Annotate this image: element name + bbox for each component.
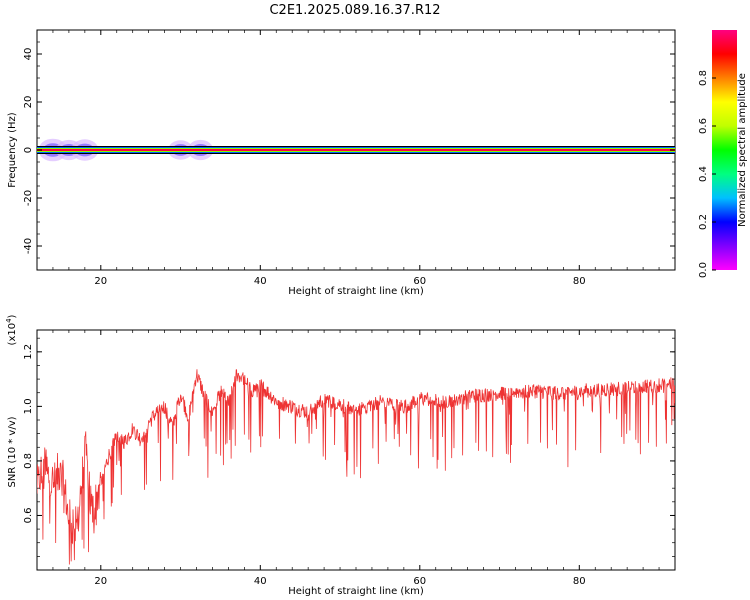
snr-y-tick-label: 0.8	[23, 453, 34, 469]
spectrogram-y-tick-label: -20	[23, 190, 34, 206]
spectrogram-plot	[37, 138, 675, 162]
snr-y-label: SNR (10 * v/v)	[7, 416, 18, 487]
spectrogram-y-label: Frequency (Hz)	[7, 112, 18, 188]
colorbar-tick-label: 0.2	[698, 214, 709, 230]
snr-y-tick-label: 0.6	[23, 508, 34, 524]
snr-series-line	[37, 369, 675, 565]
spectrogram-x-ticks: 20 40 60 80	[36, 30, 676, 287]
snr-x-tick-label: 20	[94, 576, 107, 587]
snr-y-tick-label: 1.0	[23, 398, 34, 414]
snr-y-ticks: 0.6 0.8 1.0 1.2	[23, 337, 675, 557]
snr-x-label: Height of straight line (km)	[288, 586, 424, 597]
snr-frame	[36, 329, 676, 571]
chart-title: C2E1.2025.089.16.37.R12	[269, 3, 440, 18]
spectrogram-y-tick-label: -40	[23, 238, 34, 254]
colorbar: 0.0 0.2 0.4 0.6 0.8 Normalized spectral ampl…	[698, 30, 748, 278]
snr-x-tick-label: 60	[413, 576, 426, 587]
colorbar-ticks: 0.0 0.2 0.4 0.6 0.8	[698, 70, 716, 278]
colorbar-gradient	[712, 30, 737, 270]
snr-x-tick-label: 80	[573, 576, 586, 587]
snr-x-tick-label: 40	[254, 576, 267, 587]
spectrogram-x-tick-label: 80	[573, 276, 586, 287]
spectrogram-y-ticks: -40 -20 0 20 40	[23, 29, 675, 271]
snr-panel: 20 40 60 80 0.6 0.8 1.0 1.2 Height of straight…	[5, 314, 676, 597]
spectrogram-x-label: Height of straight line (km)	[288, 286, 424, 297]
spectrogram-y-tick-label: 40	[23, 48, 34, 61]
spectrogram-x-tick-label: 40	[254, 276, 267, 287]
snr-y-multiplier: (x104)	[5, 314, 18, 345]
colorbar-tick-label: 0.0	[698, 262, 709, 278]
spectrogram-panel: 20 40 60 80 -40 -20 0 20 40 Height of straight …	[7, 29, 676, 297]
spectrogram-y-tick-label: 20	[23, 96, 34, 109]
colorbar-tick-label: 0.4	[698, 166, 709, 182]
spectrogram-x-tick-label: 20	[94, 276, 107, 287]
colorbar-tick-label: 0.8	[698, 70, 709, 86]
colorbar-label: Normalized spectral amplitude	[737, 73, 748, 227]
colorbar-tick-label: 0.6	[698, 118, 709, 134]
spectrogram-y-tick-label: 0	[23, 147, 34, 153]
spectrogram-x-tick-label: 60	[413, 276, 426, 287]
snr-x-ticks: 20 40 60 80	[36, 330, 676, 587]
snr-y-tick-label: 1.2	[23, 344, 34, 360]
